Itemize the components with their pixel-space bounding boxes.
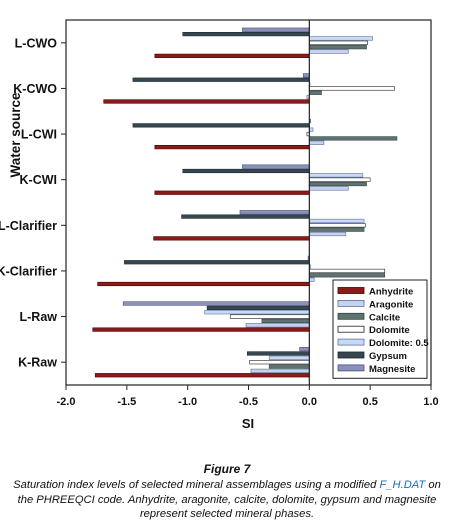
figure-caption: Saturation index levels of selected mine… bbox=[6, 478, 448, 522]
bar bbox=[103, 99, 310, 104]
bar bbox=[309, 186, 349, 191]
bar bbox=[268, 355, 310, 360]
y-tick-label: K-CWO bbox=[13, 82, 57, 96]
bar bbox=[309, 136, 398, 141]
x-tick-label: -2.0 bbox=[57, 396, 76, 408]
bar bbox=[246, 351, 310, 356]
bar bbox=[309, 227, 365, 232]
legend-entry: Aragonite bbox=[369, 299, 413, 310]
y-tick-label: K-Raw bbox=[18, 356, 57, 370]
bar bbox=[239, 210, 310, 215]
legend-swatch bbox=[337, 364, 365, 372]
bar bbox=[182, 32, 310, 37]
bar bbox=[229, 314, 310, 319]
legend-entry: Anhydrite bbox=[369, 287, 413, 298]
bar bbox=[181, 214, 310, 219]
y-tick-label: L-Raw bbox=[20, 310, 58, 324]
bar bbox=[124, 260, 310, 265]
x-tick-label: -1.0 bbox=[178, 396, 197, 408]
x-tick-label: -0.5 bbox=[239, 396, 258, 408]
bar bbox=[242, 27, 310, 32]
y-tick-label: L-Clarifier bbox=[0, 219, 57, 233]
legend-swatch bbox=[337, 312, 365, 320]
bar bbox=[249, 360, 310, 365]
bar bbox=[302, 73, 310, 78]
bar bbox=[309, 90, 322, 95]
y-axis-label: Water source bbox=[8, 92, 23, 178]
bar bbox=[182, 168, 310, 174]
saturation-index-chart: L-CWO K-CWO L-CWI K-CWI L-Clarifier K-Clarifi… bbox=[0, 19, 439, 431]
bar bbox=[242, 164, 310, 169]
bar bbox=[97, 281, 310, 287]
caption-text-end: on the PHREEQCI code. Anhydrite, aragoni… bbox=[17, 479, 441, 520]
bar bbox=[309, 40, 369, 45]
legend-swatch bbox=[337, 287, 365, 294]
bar bbox=[132, 77, 310, 82]
x-tick-label: -1.5 bbox=[117, 396, 136, 408]
y-axis: L-CWO K-CWO L-CWI K-CWI L-Clarifier K-Clarifi… bbox=[0, 36, 66, 370]
y-tick-label: K-CWI bbox=[20, 173, 58, 187]
figure-label: Figure 7 bbox=[203, 462, 251, 476]
y-tick-label: K-Clarifier bbox=[0, 264, 57, 278]
y-tick-label: L-CWO bbox=[15, 36, 58, 50]
bar bbox=[250, 368, 310, 373]
bar bbox=[154, 190, 310, 195]
bar bbox=[309, 36, 373, 41]
bar bbox=[309, 268, 386, 274]
bar bbox=[122, 301, 310, 306]
bar bbox=[94, 373, 310, 378]
bar bbox=[154, 53, 310, 58]
x-tick-label: 0.5 bbox=[363, 396, 378, 408]
bar bbox=[309, 45, 367, 50]
bar bbox=[309, 277, 315, 282]
bar bbox=[309, 177, 371, 182]
x-axis-label: SI bbox=[242, 416, 254, 431]
bar bbox=[309, 231, 347, 237]
bar bbox=[309, 181, 367, 187]
y-tick-label: L-CWI bbox=[21, 128, 57, 142]
caption-file-name: F_H.DAT bbox=[379, 479, 426, 491]
bar bbox=[154, 145, 310, 150]
caption-text-start: Saturation index levels of selected mine… bbox=[13, 479, 380, 491]
bar bbox=[309, 86, 395, 91]
bar bbox=[299, 347, 310, 352]
bar bbox=[309, 49, 349, 54]
legend-entry: Magnesite bbox=[369, 364, 415, 375]
bar bbox=[309, 140, 325, 145]
bar bbox=[204, 310, 310, 315]
x-tick-label: 1.0 bbox=[423, 396, 438, 408]
bar bbox=[309, 218, 365, 224]
x-tick-label: 0.0 bbox=[302, 396, 317, 408]
legend-swatch bbox=[337, 351, 365, 359]
legend-swatch bbox=[337, 338, 365, 346]
bar bbox=[245, 323, 310, 328]
bar bbox=[261, 318, 310, 324]
bar bbox=[206, 305, 310, 310]
bar bbox=[268, 364, 310, 369]
legend-entry: Dolomite bbox=[369, 325, 410, 336]
bar bbox=[309, 223, 366, 228]
bar bbox=[132, 123, 310, 128]
bar bbox=[92, 327, 310, 332]
legend-entry: Calcite bbox=[369, 312, 400, 323]
legend-entry: Dolomite: 0.5 bbox=[369, 338, 429, 349]
x-axis: -2.0 -1.5 -1.0 -0.5 0.0 0.5 1.0 bbox=[57, 385, 439, 408]
bar bbox=[309, 173, 364, 178]
bar bbox=[153, 236, 310, 241]
legend-entry: Gypsum bbox=[369, 351, 407, 362]
legend-swatch bbox=[337, 325, 365, 333]
legend-swatch bbox=[337, 299, 365, 307]
bar bbox=[309, 273, 386, 278]
